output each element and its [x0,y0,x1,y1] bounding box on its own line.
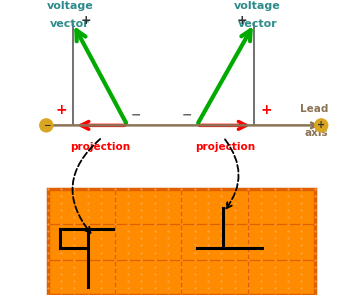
Bar [48,189,315,295]
Text: vector: vector [237,19,277,29]
Text: +: + [55,103,67,117]
Text: voltage: voltage [234,1,281,12]
Circle shape [40,119,53,132]
Text: voltage: voltage [47,1,93,12]
FancyArrowPatch shape [72,139,100,233]
Text: Lead: Lead [300,104,328,114]
Text: +: + [317,120,325,130]
Text: vector: vector [50,19,90,29]
Text: −: − [182,109,192,122]
Text: +: + [236,14,247,27]
Text: +: + [260,103,272,117]
Text: +: + [80,14,91,27]
Text: −: − [130,109,141,122]
Circle shape [315,119,328,132]
Text: axis: axis [304,128,328,138]
Text: −: − [43,121,50,130]
Text: projection: projection [70,142,130,152]
FancyArrowPatch shape [225,139,239,208]
Text: projection: projection [195,142,256,152]
